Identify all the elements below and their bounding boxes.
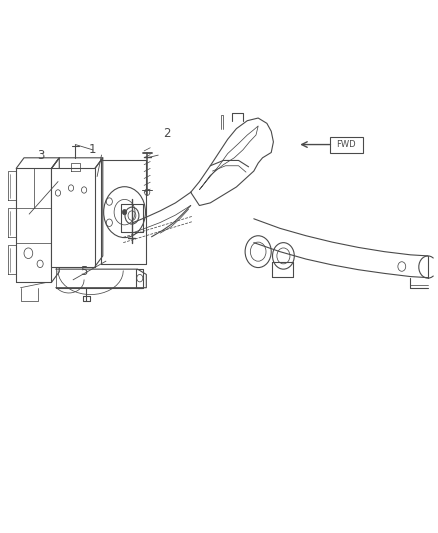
Circle shape <box>122 209 127 215</box>
Text: 3: 3 <box>37 149 44 161</box>
Text: 2: 2 <box>163 127 170 140</box>
Polygon shape <box>51 168 95 266</box>
Text: 5: 5 <box>81 265 88 278</box>
Text: FWD: FWD <box>336 140 356 149</box>
Text: 1: 1 <box>89 143 96 156</box>
Bar <box>330 136 363 152</box>
